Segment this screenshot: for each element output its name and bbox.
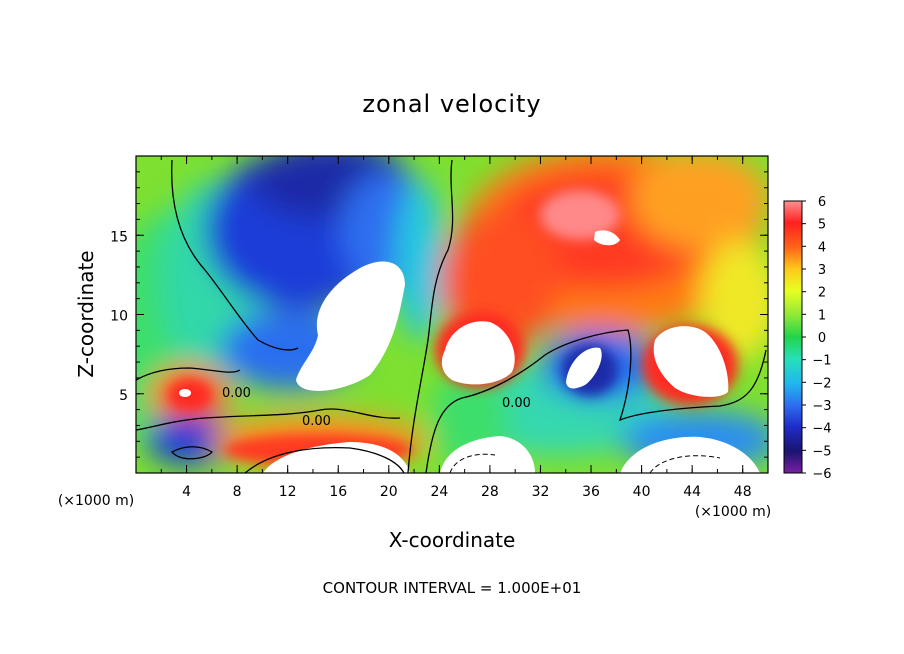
saturated-region [441,321,515,385]
zero-contour [136,367,241,381]
x-tick-label: 28 [481,484,499,500]
saturated-region [179,389,191,397]
saturated-region [296,261,405,391]
x-tick-label: 8 [233,484,242,500]
y-tick-label: 10 [110,309,128,325]
x-axis: 4 8 12 16 20 24 28 32 36 40 44 48 [160,156,752,500]
negative-contour [449,453,496,473]
x-tick-label: 44 [683,484,701,500]
colorbar-tick-label: −2 [812,376,831,391]
x-tick-label: 24 [430,484,448,500]
colorbar-tick-label: −4 [812,422,831,437]
contour-interval-note: CONTOUR INTERVAL = 1.000E+01 [323,579,582,597]
colorbar-tick-label: 4 [818,240,826,255]
negative-contour [649,455,721,473]
saturated-region [653,326,729,397]
zero-contour [136,408,401,431]
colorbar [783,200,803,474]
x-tick-label: 4 [182,484,191,500]
saturated-region [594,230,620,246]
zero-contour [425,329,767,473]
colorbar-tick-label: −1 [812,354,831,369]
y-axis-label: Z-coordinate [74,250,98,377]
saturated-region [263,442,410,473]
x-tick-label: 20 [380,484,398,500]
x-tick-label: 32 [532,484,550,500]
contour-label: 0.00 [502,396,531,411]
x-axis-label: X-coordinate [389,528,516,552]
y-tick-label: 15 [110,229,128,245]
x-unit-label: (×1000 m) [695,504,771,520]
zero-contour [407,159,454,473]
contour-label: 0.00 [302,414,331,429]
colorbar-tick-label: 2 [818,286,826,301]
chart-title: zonal velocity [362,90,541,118]
contour-label: 0.00 [222,386,251,401]
colorbar-tick-label: 0 [818,331,826,346]
x-tick-label: 16 [329,484,347,500]
colorbar-ticks: 6 5 4 3 2 1 0 −1 −2 −3 −4 −5 −6 [802,195,832,482]
colorbar-tick-label: −3 [812,399,831,414]
zero-contour [171,446,214,460]
colorbar-tick-label: 1 [818,308,826,323]
colorbar-tick-label: −6 [812,467,831,482]
y-unit-label: (×1000 m) [58,493,134,509]
x-tick-label: 48 [734,484,752,500]
x-tick-label: 36 [582,484,600,500]
plot-area: 0.00 0.00 0.00 [136,156,768,473]
saturated-region [566,347,602,389]
colorbar-tick-label: 3 [818,263,826,278]
x-tick-label: 12 [279,484,297,500]
colorbar-tick-label: 6 [818,195,826,210]
colorbar-tick-label: 5 [818,218,826,233]
saturated-region [620,436,760,473]
x-tick-label: 40 [633,484,651,500]
zero-contour [171,159,299,351]
y-axis: 5 10 15 [110,171,768,458]
colorbar-tick-label: −5 [812,444,831,459]
zero-contour [244,447,405,473]
y-tick-label: 5 [119,388,128,404]
